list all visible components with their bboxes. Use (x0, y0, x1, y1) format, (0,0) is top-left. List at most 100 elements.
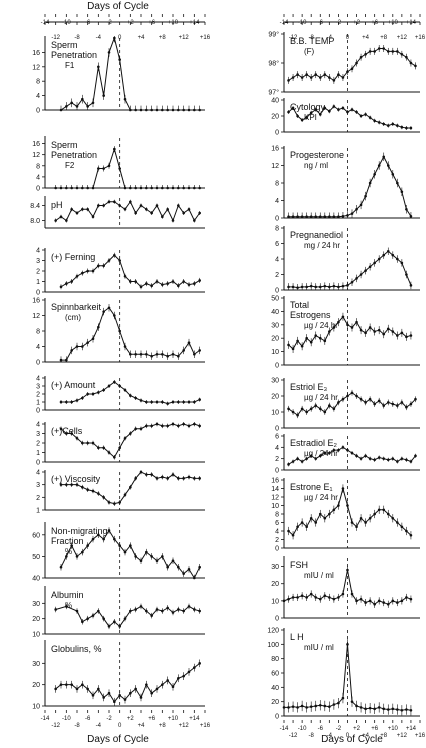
data-point (102, 94, 105, 97)
data-point (328, 705, 331, 708)
data-point (309, 454, 313, 458)
data-point (323, 215, 327, 218)
data-point (139, 696, 143, 699)
y-tick-label: 2 (36, 269, 40, 276)
data-point (134, 280, 137, 283)
data-point (355, 207, 358, 211)
y-tick-label: 0 (36, 290, 40, 297)
data-point (314, 285, 318, 289)
y-tick-label: 8 (275, 512, 279, 519)
y-tick-label: 0 (36, 108, 40, 115)
data-point (70, 349, 73, 352)
data-point (54, 219, 57, 222)
data-point (139, 559, 143, 563)
data-point (368, 599, 372, 603)
y-tick-label: 98° (268, 60, 279, 68)
data-point (187, 108, 191, 112)
data-point (287, 285, 290, 289)
data-point (193, 422, 196, 426)
data-point (405, 126, 408, 130)
data-point (171, 352, 175, 356)
y-tick-label: 6 (275, 434, 279, 441)
data-point (328, 215, 331, 218)
data-point (123, 617, 127, 620)
data-point (166, 679, 169, 682)
data-point (409, 402, 413, 406)
y-tick-label: 6 (275, 241, 279, 248)
data-point (377, 599, 381, 603)
data-point (318, 76, 322, 79)
data-point (287, 407, 290, 411)
panel-label: (+) Amount (51, 380, 96, 390)
data-point (161, 424, 164, 428)
data-point (177, 354, 180, 358)
data-point (386, 512, 390, 516)
data-point (323, 284, 327, 288)
data-point (328, 285, 331, 289)
data-point (171, 108, 175, 112)
data-point (350, 391, 354, 395)
data-point (107, 625, 111, 628)
data-point (91, 441, 95, 445)
data-point (198, 211, 201, 215)
data-point (391, 172, 395, 176)
data-point (86, 269, 89, 273)
data-point (166, 186, 169, 190)
data-point (91, 392, 95, 396)
data-point (305, 525, 308, 529)
data-point (382, 508, 386, 512)
data-point (145, 400, 148, 404)
left-top-lower-day-tick-label-lower: +8 (159, 35, 167, 41)
data-point (332, 326, 336, 329)
data-point (309, 111, 313, 115)
y-tick-label: 1 (36, 279, 40, 286)
panel-label: (+) Ferning (51, 252, 95, 262)
data-point (337, 504, 340, 507)
data-point (150, 284, 153, 288)
data-point (145, 550, 148, 554)
y-tick-label: 0 (36, 186, 40, 193)
data-point (287, 79, 290, 82)
data-point (350, 67, 354, 71)
data-point (86, 441, 89, 445)
panel-label: Progesterone (290, 150, 344, 160)
data-point (287, 706, 290, 709)
data-point (350, 521, 354, 524)
data-point (373, 50, 376, 53)
data-point (373, 707, 376, 711)
data-point (405, 273, 408, 276)
panel-label: Non-migrating (51, 526, 108, 536)
data-point (346, 504, 349, 507)
left-top-axis: Days of Cycle (45, 1, 205, 23)
data-point (386, 458, 390, 462)
y-tick-label: 1 (36, 508, 40, 515)
y-tick-label: 40 (32, 576, 40, 583)
data-point (355, 320, 358, 324)
data-point (193, 608, 196, 611)
data-point (300, 704, 304, 708)
data-point (405, 207, 408, 211)
data-point (107, 164, 111, 168)
data-point (282, 706, 286, 709)
data-point (377, 121, 381, 124)
panel-globulins: 10 20 30 Globulins, % (32, 640, 205, 711)
data-point (341, 446, 345, 449)
data-point (102, 204, 105, 207)
data-point (332, 407, 336, 411)
data-point (309, 284, 313, 288)
data-point (405, 596, 408, 599)
panel-sublabel: ng / ml (304, 161, 328, 170)
data-point (323, 594, 327, 598)
y-tick-label: 16 (32, 298, 40, 305)
data-point (296, 73, 299, 76)
y-tick-label: 8 (275, 181, 279, 188)
data-point (309, 592, 313, 596)
right-bottom-day-tick-label-lower: +8 (380, 733, 388, 739)
panel-ferning: 0 1 2 3 4 (+) Ferning (36, 248, 205, 297)
data-point (346, 448, 349, 452)
data-point (400, 331, 404, 335)
data-point (97, 391, 100, 394)
data-point (134, 687, 137, 691)
panel-label: pH (51, 200, 63, 210)
data-point (364, 601, 367, 604)
